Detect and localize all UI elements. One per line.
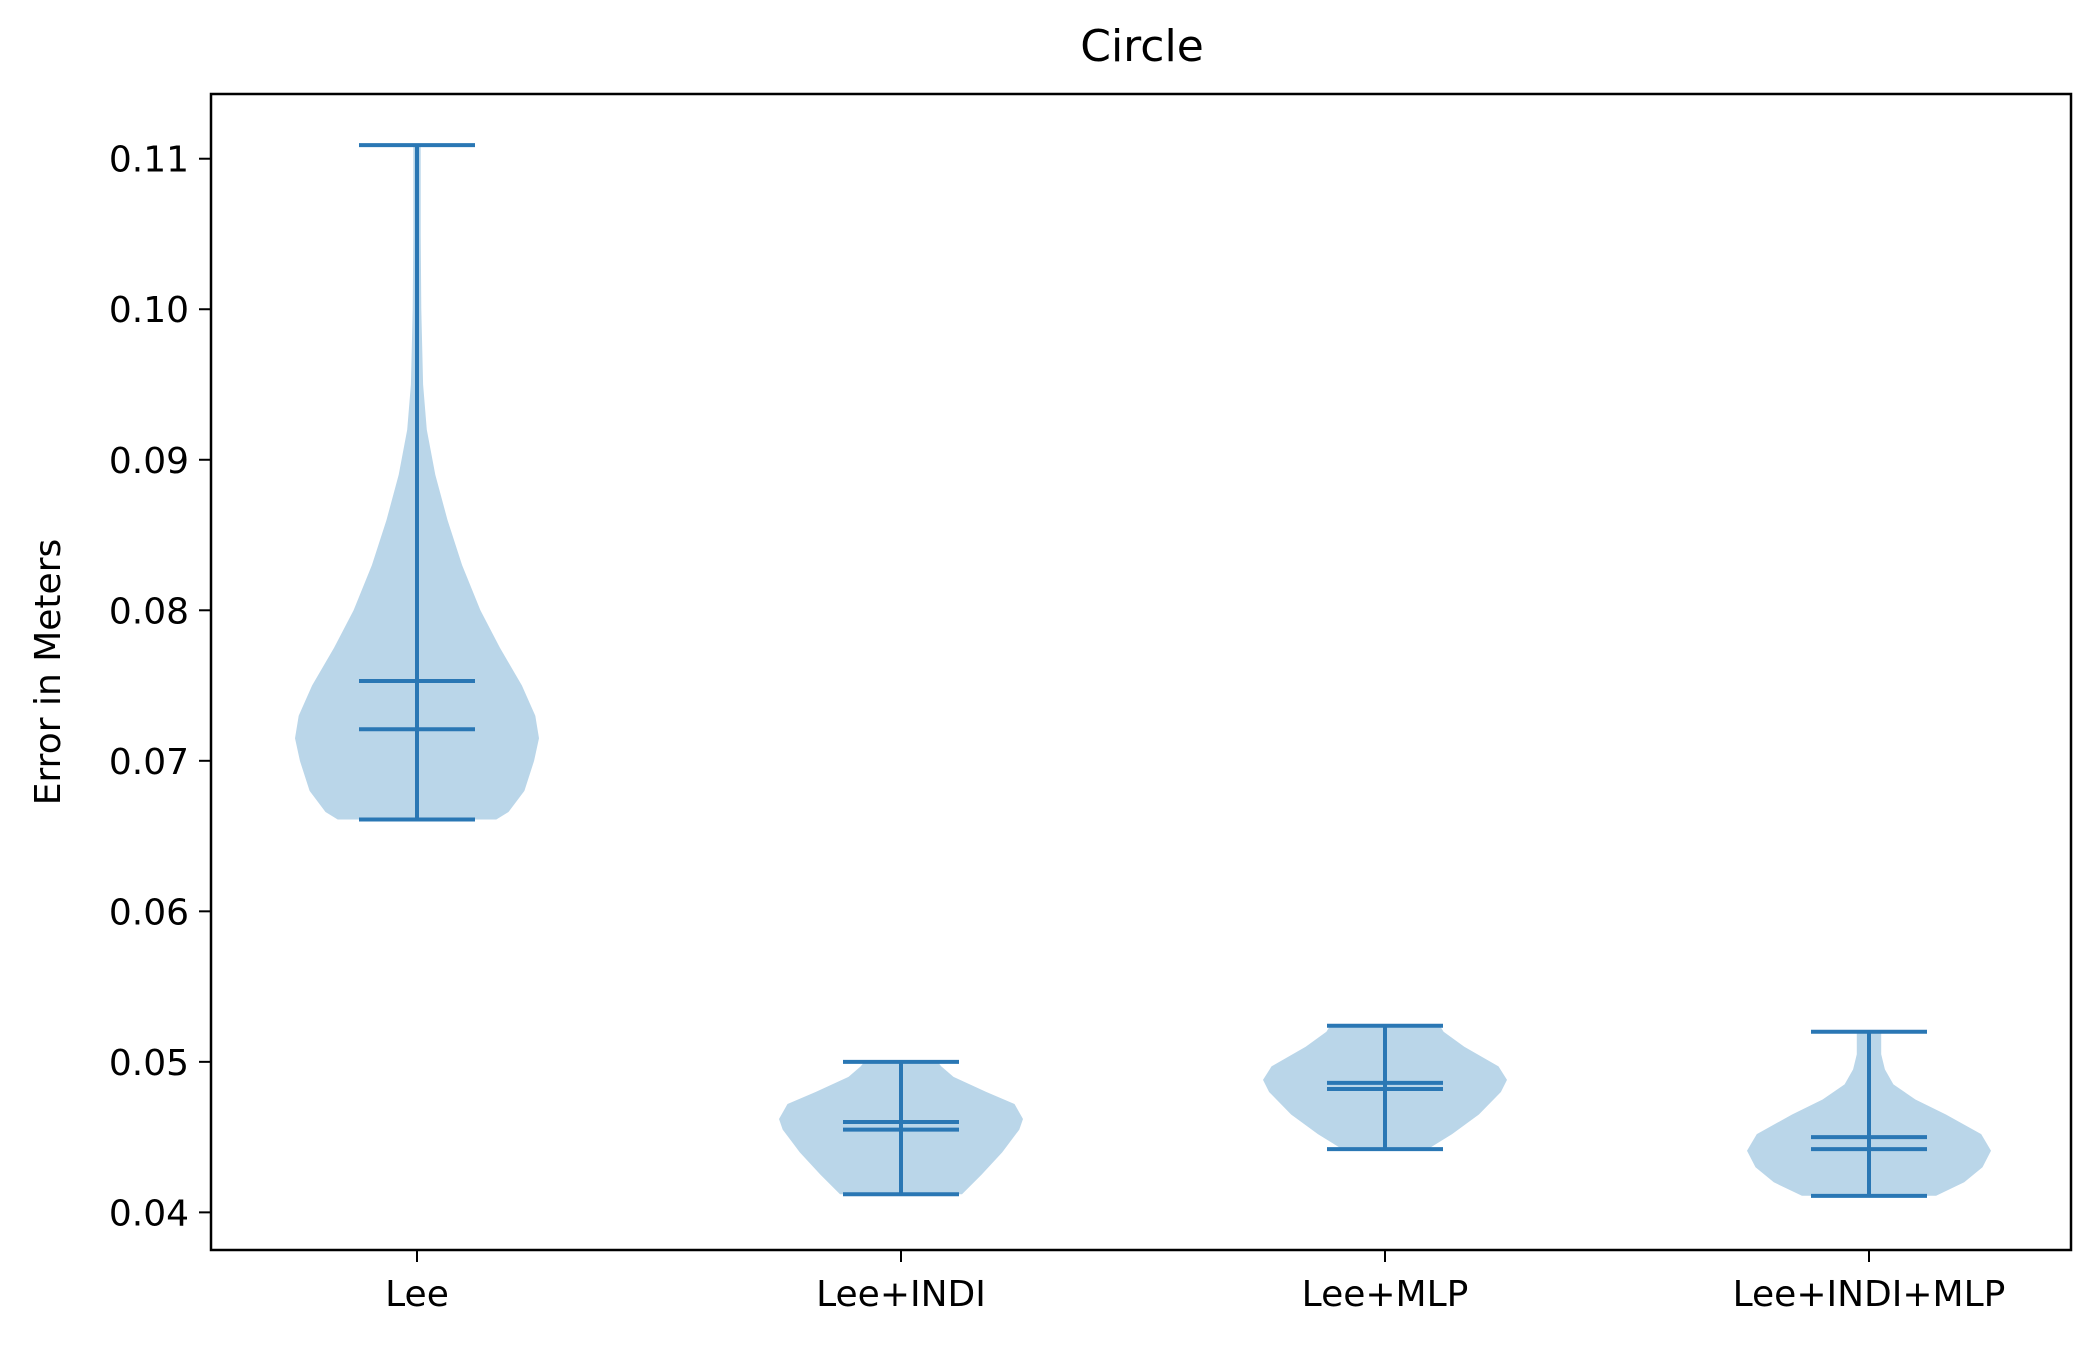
y-axis: 0.04 0.05 0.06 0.07 0.08 0.09 0.10 0.11: [109, 140, 211, 1234]
y-tick-label: 0.09: [109, 441, 189, 482]
x-axis: Lee Lee+INDI Lee+MLP Lee+INDI+MLP: [385, 1250, 2005, 1315]
violin-lee: [295, 143, 539, 822]
violins-layer: [295, 143, 1991, 1198]
x-tick-label: Lee+INDI+MLP: [1733, 1274, 2006, 1315]
violin-lee-mlp: [1263, 1023, 1507, 1152]
y-tick-label: 0.10: [109, 290, 189, 331]
y-tick-label: 0.05: [109, 1043, 189, 1084]
violin-lee-indi: [779, 1059, 1023, 1197]
plot-frame: [209, 92, 2073, 1252]
y-tick-label: 0.04: [109, 1193, 189, 1234]
chart-title: Circle: [1080, 21, 1204, 72]
y-tick-label: 0.07: [109, 742, 189, 783]
x-tick-label: Lee: [385, 1274, 449, 1315]
y-tick-label: 0.11: [109, 140, 189, 181]
y-axis-label: Error in Meters: [28, 539, 69, 805]
x-tick-label: Lee+INDI: [816, 1274, 986, 1315]
x-tick-label: Lee+MLP: [1302, 1274, 1469, 1315]
y-tick-label: 0.06: [109, 892, 189, 933]
violin-lee-indi-mlp: [1747, 1029, 1991, 1198]
y-tick-label: 0.08: [109, 591, 189, 632]
